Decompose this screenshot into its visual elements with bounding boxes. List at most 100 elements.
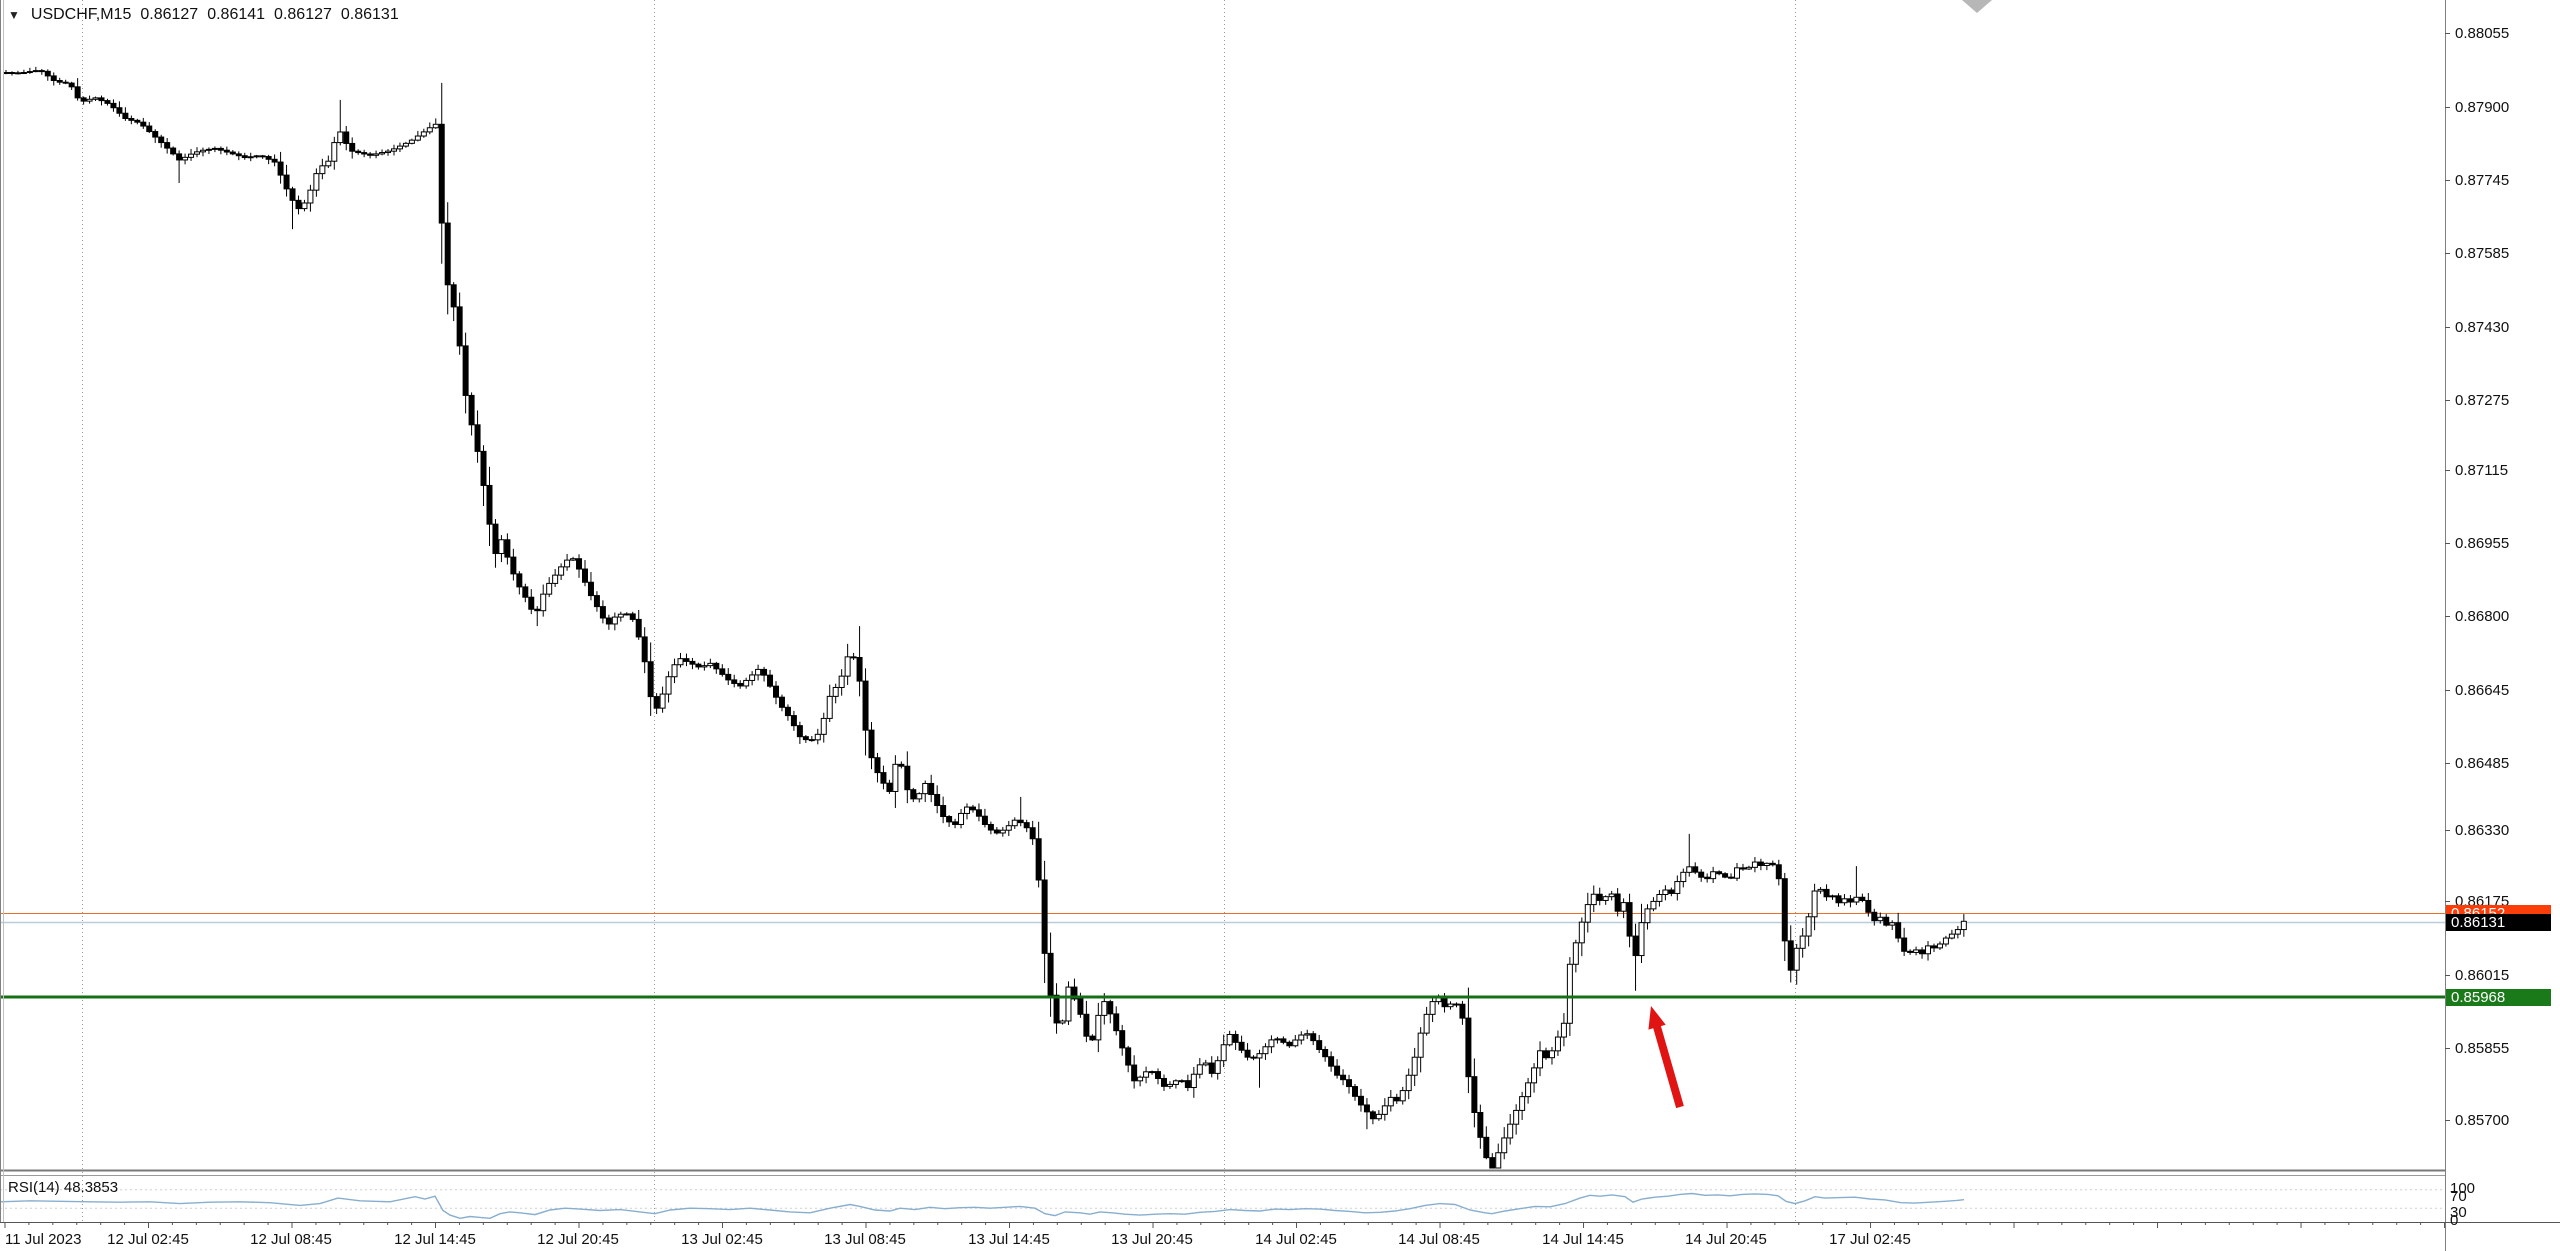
candle-body — [331, 142, 338, 162]
symbol-timeframe-label: USDCHF,M15 — [30, 6, 132, 23]
candle-body — [1328, 1056, 1335, 1067]
candle-body — [1053, 994, 1060, 1024]
candle-body — [1286, 1041, 1293, 1047]
candle-body — [1268, 1039, 1275, 1048]
candle-body — [1632, 935, 1639, 957]
scroll-end-marker-icon — [1962, 0, 1992, 13]
price-axis-label: 0.86800 — [2455, 608, 2509, 625]
candle-body — [802, 736, 809, 741]
candle-body — [1059, 1020, 1066, 1024]
candle-body — [283, 174, 290, 190]
candle-body — [408, 139, 415, 144]
candle-body — [981, 815, 988, 825]
time-axis-label: 17 Jul 02:45 — [1829, 1231, 1911, 1248]
candle-body — [1351, 1086, 1358, 1097]
candle-body — [534, 608, 541, 612]
candle-body — [1166, 1083, 1173, 1087]
candle-body — [289, 188, 296, 201]
candle-body — [1399, 1090, 1406, 1102]
candle-body — [241, 155, 248, 159]
candle-body — [247, 156, 254, 159]
candle-body — [265, 156, 272, 160]
candle-body — [176, 153, 183, 161]
candle-body — [605, 617, 612, 625]
candle-body — [1369, 1111, 1376, 1120]
candle-body — [205, 148, 212, 151]
candle-body — [158, 136, 165, 144]
candle-body — [761, 668, 768, 676]
candle-body — [8, 72, 15, 75]
candle-body — [1417, 1032, 1424, 1058]
candle-body — [1769, 862, 1776, 866]
candle-body — [3, 72, 9, 75]
candle-body — [1644, 908, 1651, 924]
candle-body — [683, 658, 690, 662]
candle-body — [1298, 1034, 1305, 1041]
candle-body — [480, 450, 487, 486]
candle-body — [379, 152, 386, 155]
red-arrow-shaft — [1651, 1018, 1684, 1109]
candle-body — [1960, 920, 1967, 931]
candle-body — [26, 71, 33, 74]
candle-body — [1149, 1071, 1156, 1074]
candle-body — [1190, 1073, 1197, 1089]
candle-body — [319, 165, 326, 175]
bid-price-tag: 0.86131 — [2446, 913, 2551, 931]
candle-body — [677, 658, 684, 666]
candle-body — [1519, 1096, 1526, 1111]
candle-body — [1716, 871, 1723, 875]
candle-body — [1387, 1096, 1394, 1107]
candle-body — [385, 150, 392, 154]
candle-body — [474, 424, 481, 452]
ohlc-close: 0.86131 — [340, 6, 399, 23]
candle-body — [987, 823, 994, 831]
candle-body — [1346, 1079, 1353, 1088]
candle-body — [1208, 1062, 1215, 1074]
candle-body — [1095, 1014, 1102, 1041]
candle-body — [1817, 888, 1824, 892]
candle-body — [367, 153, 374, 156]
candle-body — [749, 674, 756, 681]
candle-body — [743, 679, 750, 687]
candle-body — [1447, 1003, 1454, 1008]
candle-body — [940, 805, 947, 818]
candle-body — [1584, 904, 1591, 923]
symbol-dropdown-icon[interactable]: ▼ — [8, 8, 20, 22]
candle-body — [725, 673, 732, 681]
candle-body — [188, 153, 195, 158]
candle-body — [396, 145, 403, 150]
candle-body — [1638, 922, 1645, 957]
candle-body — [1334, 1065, 1341, 1076]
candle-body — [934, 793, 941, 807]
time-axis-label: 11 Jul 2023 — [5, 1231, 81, 1248]
rsi-scale-label: 30 — [2450, 1204, 2467, 1221]
candle-body — [892, 763, 899, 792]
candle-body — [1722, 873, 1729, 878]
candle-body — [1925, 945, 1932, 955]
candle-body — [170, 147, 177, 155]
candle-body — [1745, 866, 1752, 870]
candle-body — [1393, 1096, 1400, 1102]
candle-body — [510, 556, 517, 575]
candle-body — [581, 568, 588, 583]
candle-body — [1859, 896, 1866, 901]
candle-body — [1590, 893, 1597, 906]
candle-body — [1602, 896, 1609, 901]
candle-body — [564, 559, 571, 568]
candle-body — [546, 582, 553, 595]
candle-body — [450, 284, 457, 308]
candle-body — [623, 613, 630, 616]
candle-body — [444, 222, 451, 286]
candle-body — [80, 97, 87, 102]
candle-body — [558, 566, 565, 576]
candle-body — [1035, 838, 1042, 881]
candle-body — [1907, 950, 1914, 953]
candle-body — [593, 595, 600, 608]
candle-body — [1274, 1038, 1281, 1041]
candle-body — [1489, 1157, 1496, 1169]
candle-body — [1071, 986, 1078, 1000]
candle-body — [1548, 1050, 1555, 1059]
candle-body — [832, 686, 839, 697]
candle-body — [1143, 1071, 1150, 1078]
